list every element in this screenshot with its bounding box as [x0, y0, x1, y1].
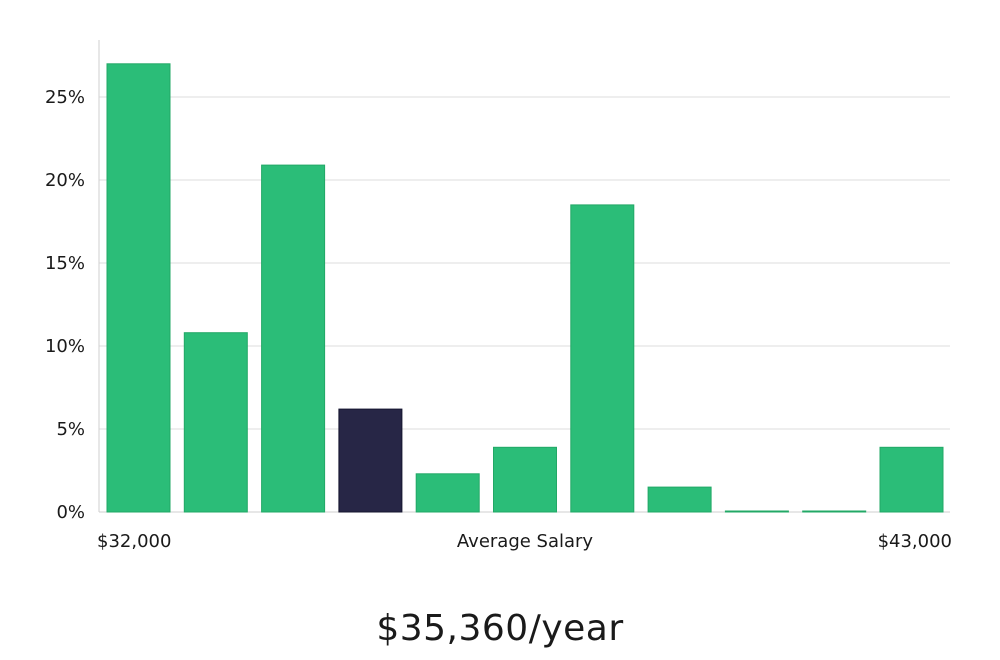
- bars: [106, 63, 944, 513]
- bar: [647, 486, 712, 513]
- y-tick-label: 15%: [45, 253, 85, 274]
- bar: [106, 63, 171, 513]
- bar: [802, 510, 867, 513]
- bar: [724, 510, 789, 513]
- bar: [415, 473, 480, 513]
- bar: [879, 446, 944, 513]
- salary-histogram: 0%5%10%15%20%25% $32,000 Average Salary …: [45, 40, 952, 552]
- y-axis-tick-labels: 0% 5% 10% 15% 20% 25%: [45, 87, 85, 523]
- x-axis-max-label: $43,000: [878, 531, 952, 552]
- bar-highlighted: [338, 408, 403, 513]
- y-tick-label: 5%: [56, 419, 85, 440]
- y-tick-label: 25%: [45, 87, 85, 108]
- bar: [493, 446, 557, 513]
- y-tick-label: 10%: [45, 336, 85, 357]
- x-axis-min-label: $32,000: [97, 531, 171, 552]
- average-salary-value: $35,360/year: [376, 608, 624, 649]
- bar: [261, 164, 326, 513]
- bar: [570, 204, 635, 513]
- y-tick-label: 0%: [56, 502, 85, 523]
- x-axis-title: Average Salary: [457, 531, 594, 552]
- y-tick-label: 20%: [45, 170, 85, 191]
- bar: [183, 332, 248, 513]
